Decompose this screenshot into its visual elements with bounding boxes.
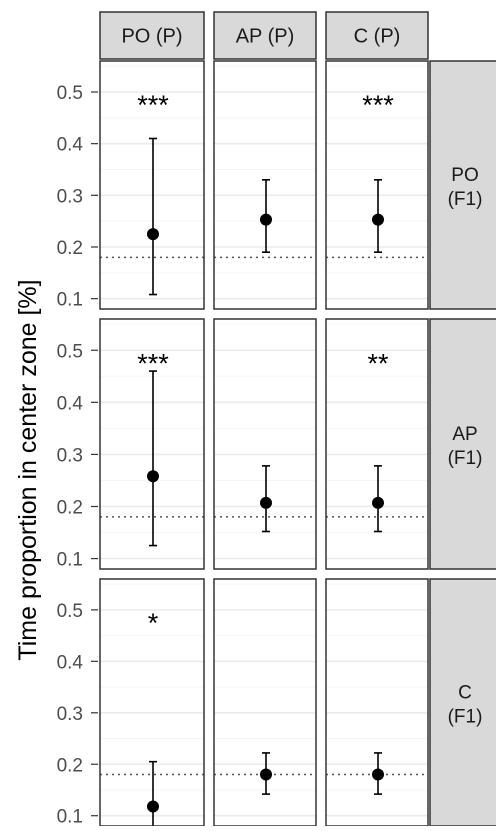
panel-border: [325, 318, 429, 570]
row-strip-label: AP: [452, 424, 477, 445]
panel-background: [100, 319, 204, 569]
facet-panel: ***: [99, 318, 205, 570]
y-tick-label: 0.3: [57, 445, 83, 466]
y-tick-label: 0.1: [57, 550, 83, 571]
y-tick-label: 0.2: [57, 498, 83, 519]
panel-background: [100, 61, 204, 309]
y-tick-label: 0.3: [57, 186, 83, 207]
mean-point: [372, 213, 384, 226]
y-tick-label: 0.4: [57, 652, 84, 673]
mean-point: [260, 768, 272, 781]
y-tick-label: 0.4: [57, 135, 84, 156]
column-strips: PO (P) AP (P) C (P): [99, 11, 429, 60]
panel-border: [99, 60, 205, 310]
column-strip-label: PO (P): [121, 26, 182, 48]
panel-border: [325, 60, 429, 310]
y-tick-label: 0.4: [57, 393, 84, 414]
y-tick-label: 0.2: [57, 238, 83, 259]
mean-point: [372, 768, 384, 781]
y-tick-label: 0.5: [57, 601, 83, 622]
y-axis-title: Time proportion in center zone [%]: [14, 279, 42, 660]
panel-background: [326, 61, 428, 309]
significance-label: ***: [362, 90, 394, 120]
panel-background: [214, 61, 316, 309]
facet-panel: [213, 60, 317, 310]
row-strip-label: C: [458, 683, 472, 704]
column-strip: [99, 11, 205, 60]
y-tick-label: 0.2: [57, 755, 83, 776]
column-strip-label: AP (P): [236, 26, 295, 48]
row-strip-label: PO: [451, 165, 478, 186]
row-strip: [429, 318, 496, 570]
row-strip: [429, 578, 496, 827]
mean-point: [147, 228, 159, 241]
panel-background: [100, 579, 204, 826]
panel-border: [99, 318, 205, 570]
significance-label: *: [148, 608, 159, 638]
mean-point: [147, 470, 159, 483]
facet-panel: [213, 578, 317, 827]
significance-label: ***: [137, 348, 169, 378]
y-tick-label: 0.1: [57, 807, 83, 826]
mean-point: [147, 800, 159, 813]
significance-label: **: [367, 348, 389, 378]
y-tick-label: 0.5: [57, 83, 83, 104]
significance-label: ***: [137, 90, 169, 120]
panel-background: [214, 579, 316, 826]
facet-panels: *** ****** ***: [99, 60, 429, 831]
row-strip: [429, 60, 496, 310]
facet-panel: ***: [325, 60, 429, 310]
facet-panel: ***: [99, 60, 205, 310]
mean-point: [372, 496, 384, 509]
mean-point: [260, 213, 272, 226]
row-strip-sublabel: (F1): [448, 448, 483, 469]
facet-panel: **: [325, 318, 429, 570]
panel-background: [214, 319, 316, 569]
mean-point: [260, 496, 272, 509]
panel-background: [326, 579, 428, 826]
column-strip: [325, 11, 429, 60]
row-strip-sublabel: (F1): [448, 707, 483, 728]
column-strip: [213, 11, 317, 60]
y-axes: 0.1 0.2 0.3 0.4 0.5 0.1 0.2 0.3 0.4 0.5 0.1 0.2 0.3 0…: [57, 83, 98, 828]
column-strip-label: C (P): [354, 26, 401, 48]
panel-border: [213, 60, 317, 310]
y-tick-label: 0.3: [57, 704, 83, 725]
row-strips: PO (F1) AP (F1) C (F1): [429, 60, 496, 827]
row-strip-sublabel: (F1): [448, 189, 483, 210]
y-tick-label: 0.5: [57, 341, 83, 362]
panel-background: [326, 319, 428, 569]
y-tick-label: 0.1: [57, 290, 83, 311]
facet-panel: [213, 318, 317, 570]
facet-panel: *: [99, 578, 205, 831]
panel-border: [213, 318, 317, 570]
facet-panel: [325, 578, 429, 827]
